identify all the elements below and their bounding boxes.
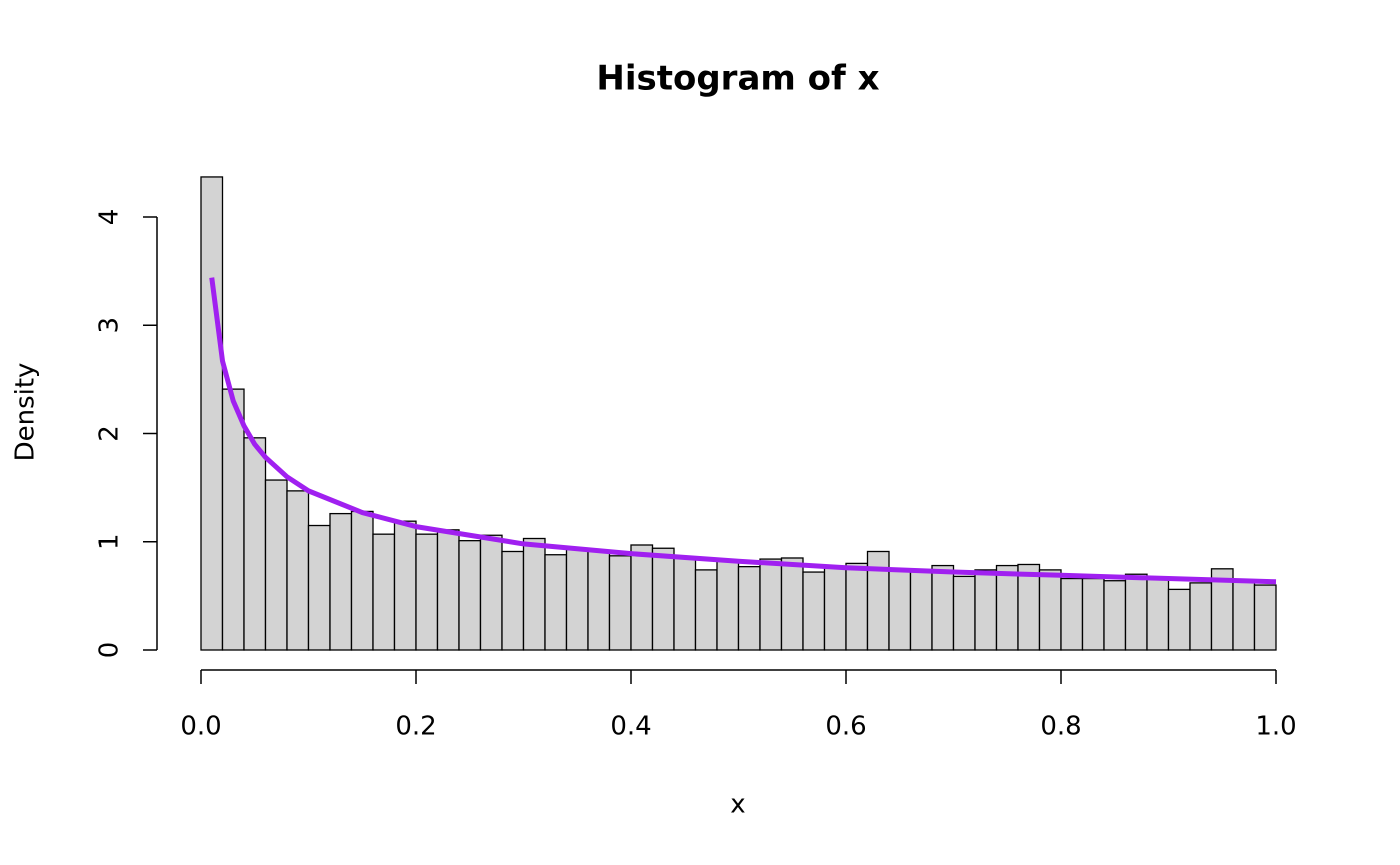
bar: [286, 490, 310, 651]
bar: [974, 569, 998, 651]
chart-title: Histogram of x: [596, 59, 879, 99]
x-axis-label: x: [730, 790, 745, 820]
bar: [372, 533, 396, 651]
bar: [759, 558, 783, 651]
bar: [1060, 577, 1084, 651]
bar: [415, 533, 439, 651]
bar: [1232, 580, 1256, 651]
bar: [350, 510, 374, 651]
bar: [673, 557, 697, 651]
bar: [393, 520, 417, 651]
bar: [995, 564, 1019, 651]
bar: [694, 569, 718, 651]
y-tick-label: 2: [95, 425, 125, 442]
bar: [479, 534, 503, 651]
bar: [651, 547, 675, 651]
bar: [501, 550, 525, 651]
bar: [221, 388, 245, 651]
bar: [845, 562, 869, 651]
bar: [1103, 580, 1127, 651]
x-tick-label: 0.6: [825, 712, 866, 742]
y-tick-label: 0: [95, 642, 125, 659]
bar: [737, 565, 761, 651]
bar: [436, 529, 460, 651]
bar: [458, 540, 482, 651]
bar: [716, 559, 740, 651]
bar: [544, 554, 568, 651]
bar: [1081, 577, 1105, 651]
bar: [307, 524, 331, 651]
bar: [1189, 582, 1213, 651]
bar: [1124, 573, 1148, 651]
y-tick-label: 4: [95, 209, 125, 226]
bar: [565, 548, 589, 651]
y-tick-label: 3: [95, 317, 125, 334]
bar: [522, 537, 546, 651]
bar: [329, 512, 353, 651]
x-tick-label: 0.4: [610, 712, 651, 742]
x-tick-label: 1.0: [1255, 712, 1296, 742]
bar: [823, 565, 847, 651]
x-tick-label: 0.8: [1040, 712, 1081, 742]
bar: [1167, 588, 1191, 651]
bar: [1017, 563, 1041, 651]
bar: [1038, 569, 1062, 651]
bar: [952, 575, 976, 651]
bar: [243, 437, 267, 651]
bar: [888, 569, 912, 651]
bar: [587, 549, 611, 651]
bar: [931, 564, 955, 651]
x-tick-label: 0.0: [180, 712, 221, 742]
bar: [909, 569, 933, 651]
bar: [802, 571, 826, 651]
bar: [630, 544, 654, 651]
bar: [608, 555, 632, 651]
x-tick-label: 0.2: [395, 712, 436, 742]
y-tick-label: 1: [95, 533, 125, 550]
bar: [1146, 576, 1170, 651]
bar: [1253, 584, 1277, 651]
bar: [264, 479, 288, 651]
bar: [780, 557, 804, 651]
y-axis-label: Density: [11, 363, 41, 462]
bar: [200, 176, 224, 651]
density-curve: [209, 277, 1277, 585]
